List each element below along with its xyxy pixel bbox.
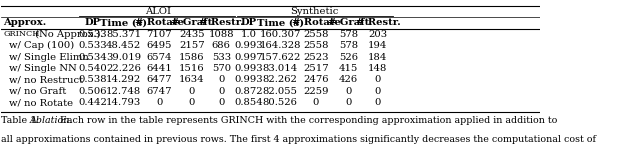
Text: w/ Cap (100): w/ Cap (100)	[9, 41, 74, 50]
Text: 1.0: 1.0	[241, 30, 257, 39]
Text: Ablation.: Ablation.	[29, 116, 73, 125]
Text: 14.793: 14.793	[106, 98, 141, 107]
Text: # Graft: # Graft	[171, 18, 212, 27]
Text: # Rotate: # Rotate	[292, 18, 340, 27]
Text: 1088: 1088	[209, 30, 234, 39]
Text: GRINCH: GRINCH	[4, 30, 40, 38]
Text: 0: 0	[374, 75, 381, 84]
Text: Synthetic: Synthetic	[290, 7, 339, 16]
Text: 82.055: 82.055	[262, 87, 298, 96]
Text: 0: 0	[218, 75, 225, 84]
Text: 0: 0	[218, 87, 225, 96]
Text: 85.371: 85.371	[106, 30, 141, 39]
Text: # Rotate: # Rotate	[135, 18, 184, 27]
Text: w/ no Graft: w/ no Graft	[9, 87, 66, 96]
Text: 0: 0	[374, 87, 381, 96]
Text: 570: 570	[212, 64, 231, 73]
Text: DP: DP	[84, 18, 100, 27]
Text: 578: 578	[339, 30, 358, 39]
Text: 426: 426	[339, 75, 358, 84]
Text: Time (s): Time (s)	[257, 18, 304, 27]
Text: all approximations contained in previous rows. The first 4 approximations signif: all approximations contained in previous…	[1, 135, 596, 144]
Text: 203: 203	[368, 30, 387, 39]
Text: 22.226: 22.226	[106, 64, 141, 73]
Text: 0: 0	[345, 98, 351, 107]
Text: w/ Single NN: w/ Single NN	[9, 64, 77, 73]
Text: 0: 0	[156, 98, 163, 107]
Text: 2259: 2259	[303, 87, 329, 96]
Text: 6495: 6495	[147, 41, 172, 50]
Text: 1634: 1634	[179, 75, 204, 84]
Text: w/ Single Elimn: w/ Single Elimn	[9, 53, 89, 62]
Text: 48.452: 48.452	[106, 41, 141, 50]
Text: 0.997: 0.997	[235, 53, 263, 62]
Text: 164.328: 164.328	[259, 41, 301, 50]
Text: DP: DP	[241, 18, 257, 27]
Text: (No Approx.).: (No Approx.).	[31, 30, 103, 39]
Text: 2517: 2517	[303, 64, 329, 73]
Text: # Restr.: # Restr.	[199, 18, 244, 27]
Text: 83.014: 83.014	[262, 64, 298, 73]
Text: 1586: 1586	[179, 53, 204, 62]
Text: 7107: 7107	[147, 30, 172, 39]
Text: 14.292: 14.292	[106, 75, 141, 84]
Text: 2157: 2157	[179, 41, 204, 50]
Text: 157.622: 157.622	[259, 53, 301, 62]
Text: w/ no Rotate: w/ no Rotate	[9, 98, 73, 107]
Text: Table 1:: Table 1:	[1, 116, 43, 125]
Text: 80.526: 80.526	[263, 98, 298, 107]
Text: 0.538: 0.538	[78, 75, 107, 84]
Text: 0.993: 0.993	[235, 75, 263, 84]
Text: 0: 0	[345, 87, 351, 96]
Text: 415: 415	[339, 64, 358, 73]
Text: 526: 526	[339, 53, 358, 62]
Text: 0.533: 0.533	[78, 41, 107, 50]
Text: Time (s): Time (s)	[100, 18, 147, 27]
Text: 0.872: 0.872	[235, 87, 263, 96]
Text: 2476: 2476	[303, 75, 329, 84]
Text: Each row in the table represents GRINCH with the corresponding approximation app: Each row in the table represents GRINCH …	[58, 116, 557, 125]
Text: 39.019: 39.019	[106, 53, 141, 62]
Text: w/ no Restruct: w/ no Restruct	[9, 75, 83, 84]
Text: 0: 0	[218, 98, 225, 107]
Text: 0: 0	[188, 87, 195, 96]
Text: 148: 148	[368, 64, 388, 73]
Text: 686: 686	[212, 41, 230, 50]
Text: 0.533: 0.533	[78, 30, 107, 39]
Text: 533: 533	[212, 53, 231, 62]
Text: 0: 0	[313, 98, 319, 107]
Text: # Restr.: # Restr.	[355, 18, 400, 27]
Text: 0.442: 0.442	[78, 98, 107, 107]
Text: 0.506: 0.506	[78, 87, 107, 96]
Text: 0.540: 0.540	[78, 64, 107, 73]
Text: 160.307: 160.307	[259, 30, 301, 39]
Text: 0.854: 0.854	[235, 98, 263, 107]
Text: 1516: 1516	[179, 64, 204, 73]
Text: 194: 194	[368, 41, 388, 50]
Text: 0.993: 0.993	[235, 41, 263, 50]
Text: 2558: 2558	[303, 30, 329, 39]
Text: 0.993: 0.993	[235, 64, 263, 73]
Text: 6574: 6574	[147, 53, 172, 62]
Text: 82.262: 82.262	[263, 75, 298, 84]
Text: 0.534: 0.534	[78, 53, 107, 62]
Text: 2558: 2558	[303, 41, 329, 50]
Text: 12.748: 12.748	[106, 87, 141, 96]
Text: ALOI: ALOI	[145, 7, 171, 16]
Text: 578: 578	[339, 41, 358, 50]
Text: Approx.: Approx.	[4, 18, 47, 27]
Text: 184: 184	[368, 53, 388, 62]
Text: 0: 0	[374, 98, 381, 107]
Text: # Graft: # Graft	[328, 18, 369, 27]
Text: 6477: 6477	[147, 75, 172, 84]
Text: 2523: 2523	[303, 53, 329, 62]
Text: 6441: 6441	[147, 64, 172, 73]
Text: 0: 0	[188, 98, 195, 107]
Text: 6747: 6747	[147, 87, 172, 96]
Text: 2435: 2435	[179, 30, 204, 39]
